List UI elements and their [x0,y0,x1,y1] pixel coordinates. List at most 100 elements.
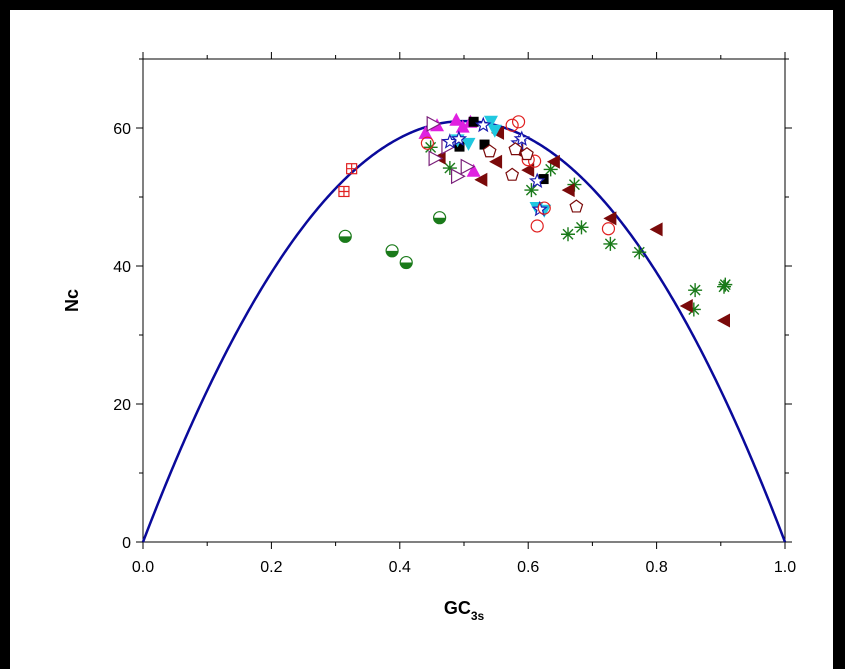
data-point [338,185,350,198]
marker-triangle-left [561,183,575,198]
data-point [546,154,560,169]
data-point [508,142,523,156]
scatter-chart: 0.0 0.2 0.4 0.6 0.8 1.0 0 20 40 60 GC3s Nc [62,52,796,623]
data-point [420,136,435,150]
marker-triangle-left [474,172,488,187]
y-tick-label: 0 [122,535,131,552]
data-point [483,115,498,129]
marker-square [454,141,465,152]
marker-circle [530,219,544,233]
marker-asterisk [718,277,733,292]
x-tick-label: 0.0 [132,559,154,576]
marker-square [468,116,479,127]
x-tick-label: 0.2 [260,559,282,576]
marker-triangle-left [546,154,560,169]
marker-pentagon [508,142,523,156]
data-point [428,150,444,167]
marker-triangle-up [449,112,464,126]
marker-asterisk [574,220,589,235]
data-point [574,220,589,235]
axis-labels-layer: GC3s Nc [62,289,484,623]
y-tick-label: 40 [113,259,131,276]
data-point [603,236,618,251]
x-axis-label-subscript: 3s [471,609,485,623]
data-point [461,137,476,151]
data-point [513,130,531,147]
data-point [679,299,693,314]
data-point [489,154,503,169]
marker-triangle-right [450,168,466,185]
marker-half-fill [433,217,446,224]
data-point [718,277,733,292]
data-point [487,124,502,138]
marker-circle [537,201,551,215]
data-point [385,244,399,258]
marker-triangle-up [466,163,481,177]
marker-pentagon [505,167,520,181]
data-point [475,116,492,133]
data-point [450,168,466,185]
marker-triangle-right [428,150,444,167]
marker-star [450,130,468,147]
data-point [649,222,663,237]
data-point [688,283,703,298]
data-point [449,112,464,126]
data-point [505,167,520,181]
axes: 0.0 0.2 0.4 0.6 0.8 1.0 0 20 40 60 [113,52,796,576]
data-point [399,255,413,270]
marker-circle [511,115,526,129]
data-point [454,141,465,152]
data-point [455,119,470,133]
marker-square [479,139,490,150]
data-point [423,140,438,155]
marker-triangle-down [483,115,498,129]
data-point [418,125,433,139]
marker-pentagon [520,146,534,161]
data-point [505,118,519,132]
marker-half-fill [386,250,399,257]
marker-star [513,130,531,147]
data-point [468,116,479,127]
marker-circle [420,136,435,150]
x-tick-label: 0.6 [517,559,539,576]
data-point [346,163,358,175]
marker-triangle-up [418,125,433,139]
x-tick-label: 0.8 [645,559,667,576]
data-point [479,139,490,150]
data-points-layer [338,112,733,328]
marker-asterisk [686,302,701,317]
data-point [561,227,576,242]
x-tick-label: 0.4 [389,559,411,576]
data-point [491,125,505,140]
expected-curve-layer [141,119,787,543]
marker-asterisk [603,236,618,251]
marker-star [475,116,492,133]
marker-circle [528,154,542,168]
data-point [530,219,544,233]
data-point [520,146,534,161]
data-point [528,154,542,168]
marker-triangle-left [603,211,617,226]
marker-triangle-left [649,222,663,237]
marker-triangle-left [717,313,731,328]
marker-circle [505,118,519,132]
marker-pentagon [569,199,584,213]
data-point [543,162,558,177]
x-tick-label: 1.0 [774,559,796,576]
data-point [466,163,481,177]
x-axis-label-main: GC [444,598,471,618]
x-axis-label: GC3s [444,598,485,623]
marker-triangle-down [461,137,476,151]
data-point [632,245,647,260]
data-point [603,211,617,226]
marker-triangle-right [460,158,476,175]
expected-nc-curve [141,119,787,543]
data-point [442,161,457,176]
marker-asterisk [561,227,576,242]
data-point [537,201,551,215]
data-point [474,172,488,187]
marker-asterisk [423,140,438,155]
data-point [569,199,584,213]
marker-circle [601,222,616,236]
marker-triangle-right [426,115,442,132]
